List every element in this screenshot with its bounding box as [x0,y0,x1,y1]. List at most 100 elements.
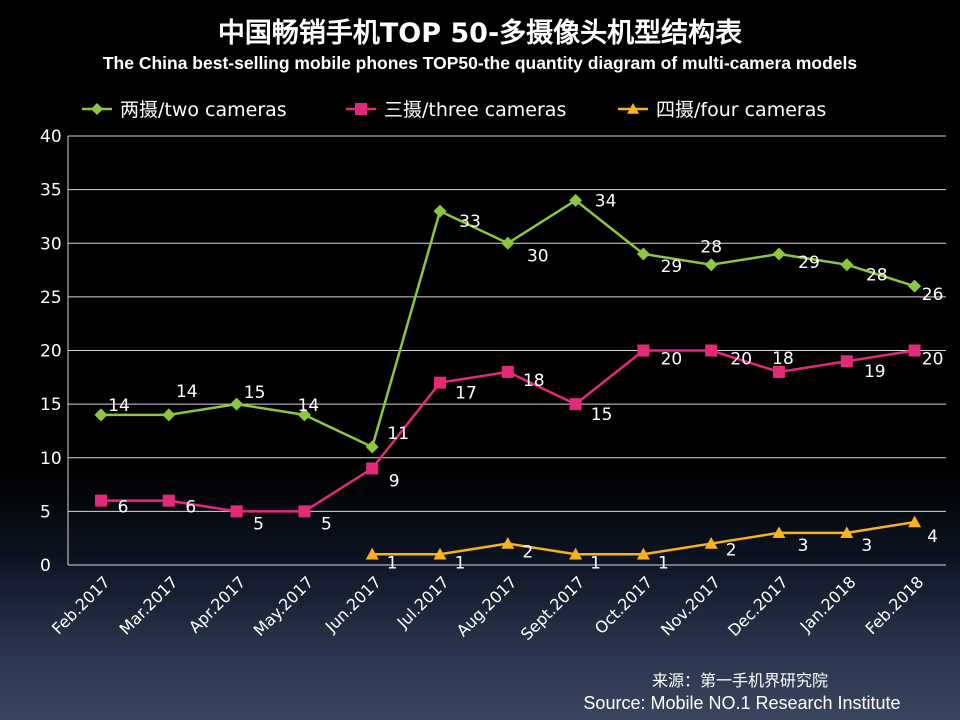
legend-marker [355,103,367,115]
chart-title: 中国畅销手机TOP 50-多摄像头机型结构表 [218,18,742,49]
data-point [434,376,446,389]
data-point [840,355,853,368]
data-label: 28 [700,238,722,258]
data-label: 33 [459,212,481,232]
x-tick-label: Feb.2017 [48,572,114,638]
x-tick-label: May.2017 [250,572,318,640]
y-tick-label: 0 [40,556,51,576]
data-point [908,344,921,357]
data-label: 1 [455,553,466,573]
data-point [908,279,922,293]
y-tick-label: 40 [40,127,62,147]
data-point [162,408,176,422]
data-point [704,537,718,549]
data-label: 5 [253,514,264,534]
data-point [636,247,650,261]
x-tick-label: Jul.2017 [393,572,453,632]
data-label: 6 [118,498,129,518]
data-label: 30 [527,246,549,266]
legend-label: 四摄/four cameras [656,99,826,121]
data-point [569,193,583,207]
data-label: 4 [927,527,938,547]
data-point [637,344,650,357]
data-point [95,494,107,507]
legend-marker [627,103,639,114]
x-tick-label: Aug.2017 [453,572,521,640]
data-label: 17 [455,384,477,404]
data-point [840,258,854,272]
data-point [705,344,718,357]
data-label: 34 [595,191,617,211]
x-tick-label: Sept.2017 [517,572,589,644]
data-label: 1 [658,553,669,573]
data-label: 14 [108,396,130,416]
x-tick-label: Nov.2017 [657,572,724,639]
data-label: 6 [185,498,196,518]
data-point [501,537,515,549]
data-label: 18 [523,371,545,391]
data-label: 28 [866,266,888,286]
y-axis-ticks: 0 5 10 15 20 25 30 35 40 [40,127,62,576]
data-label: 29 [798,253,820,273]
legend-label: 两摄/two cameras [120,99,287,121]
series-layer [94,193,922,560]
data-point [365,440,379,454]
data-label: 18 [772,349,794,369]
x-tick-label: Dec.2017 [724,572,792,640]
data-label: 11 [387,424,409,444]
y-tick-label: 10 [40,449,62,469]
data-label: 29 [661,257,683,277]
data-point [908,515,922,528]
data-label: 15 [591,405,613,425]
y-tick-label: 30 [40,234,62,254]
x-tick-label: Oct.2017 [591,572,656,637]
data-label: 26 [922,285,944,305]
data-label: 14 [176,382,198,402]
x-tick-label: Jan.2018 [796,572,860,636]
data-label: 20 [922,350,944,370]
data-point [298,505,311,518]
data-label: 2 [726,541,737,561]
grid-lines [67,135,946,566]
chart-subtitle: The China best-selling mobile phones TOP… [103,53,858,73]
data-point [569,547,583,560]
y-tick-label: 5 [40,502,51,522]
source-cn: 来源：第一手机界研究院 [652,671,828,690]
data-label: 1 [387,553,398,573]
x-axis-ticks: Feb.2017 Mar.2017 Apr.2017 May.2017 Jun.2017… [48,572,927,644]
data-point [840,526,854,539]
x-tick-label: Jun.2017 [321,572,385,636]
data-point [230,397,244,411]
y-tick-label: 20 [40,342,62,362]
data-point [636,547,650,560]
data-label: 5 [321,514,332,534]
data-label: 1 [590,553,601,573]
data-point [569,398,582,411]
data-label: 3 [861,536,872,556]
x-tick-label: Feb.2018 [862,572,928,638]
data-label: 14 [298,396,320,416]
data-label: 3 [798,536,809,556]
data-point [365,547,379,560]
data-label: 19 [864,362,886,382]
legend-label: 三摄/three cameras [384,99,566,121]
data-point [773,365,785,378]
x-tick-label: Mar.2017 [115,572,181,638]
data-label: 2 [522,543,533,563]
data-point [704,258,718,272]
data-label: 20 [661,350,683,370]
data-point [230,505,243,518]
data-point [162,494,175,507]
data-point [433,547,447,560]
data-point [433,204,447,218]
data-point [772,247,786,261]
data-point [772,526,786,539]
data-point [501,236,515,250]
data-point [501,365,514,378]
y-tick-label: 25 [40,288,62,308]
data-point [94,408,108,422]
data-label: 15 [244,383,266,403]
